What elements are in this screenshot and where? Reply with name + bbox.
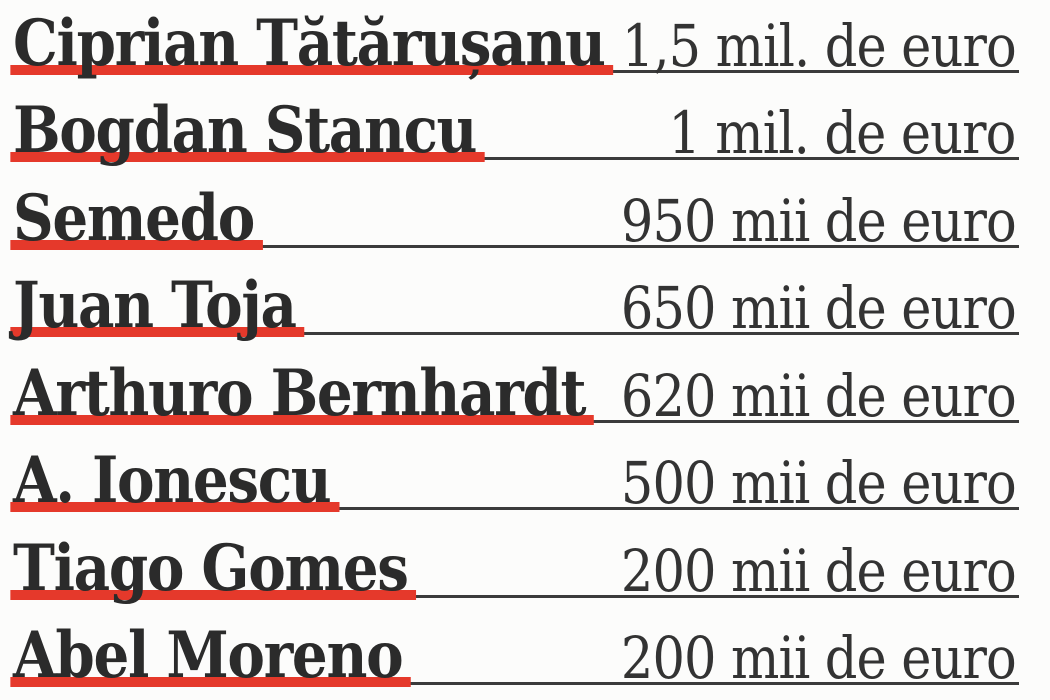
table-row: Bogdan Stancu 1 mil. de euro [0,88,1050,176]
market-value: 620 mii de euro [620,361,1017,430]
table-row: Semedo 950 mii de euro [0,175,1050,263]
table-row: Ciprian Tătărușanu 1,5 mil. de euro [0,0,1050,88]
table-row: Juan Toja 650 mii de euro [0,263,1050,351]
player-name: Bogdan Stancu [10,93,486,168]
market-value: 1 mil. de euro [668,99,1017,167]
table-row: Abel Moreno 200 mii de euro [0,613,1050,700]
row-rule-line [12,594,1019,598]
row-rule-line [12,244,1019,248]
table-row: Tiago Gomes 200 mii de euro [0,525,1050,613]
player-name: Semedo [10,180,263,256]
market-value: 500 mii de euro [620,449,1017,517]
row-rule-line [12,507,1019,510]
player-name: Juan Toja [10,268,305,343]
player-name: Ciprian Tătărușanu [10,5,614,81]
player-name: Arthuro Bernhardt [10,355,595,431]
market-value: 200 mii de euro [620,624,1017,692]
row-rule-line [12,332,1019,335]
table-row: Arthuro Bernhardt 620 mii de euro [0,350,1050,438]
market-value: 200 mii de euro [620,536,1017,605]
row-rule-line [12,157,1019,160]
player-name: Tiago Gomes [10,530,417,606]
row-rule-line [12,682,1019,685]
market-value: 1,5 mil. de euro [621,11,1017,80]
table-row: A. Ionescu 500 mii de euro [0,438,1050,526]
player-name: A. Ionescu [10,443,339,518]
market-value: 650 mii de euro [620,274,1017,342]
market-value: 950 mii de euro [620,186,1017,255]
player-name: Abel Moreno [10,618,412,693]
